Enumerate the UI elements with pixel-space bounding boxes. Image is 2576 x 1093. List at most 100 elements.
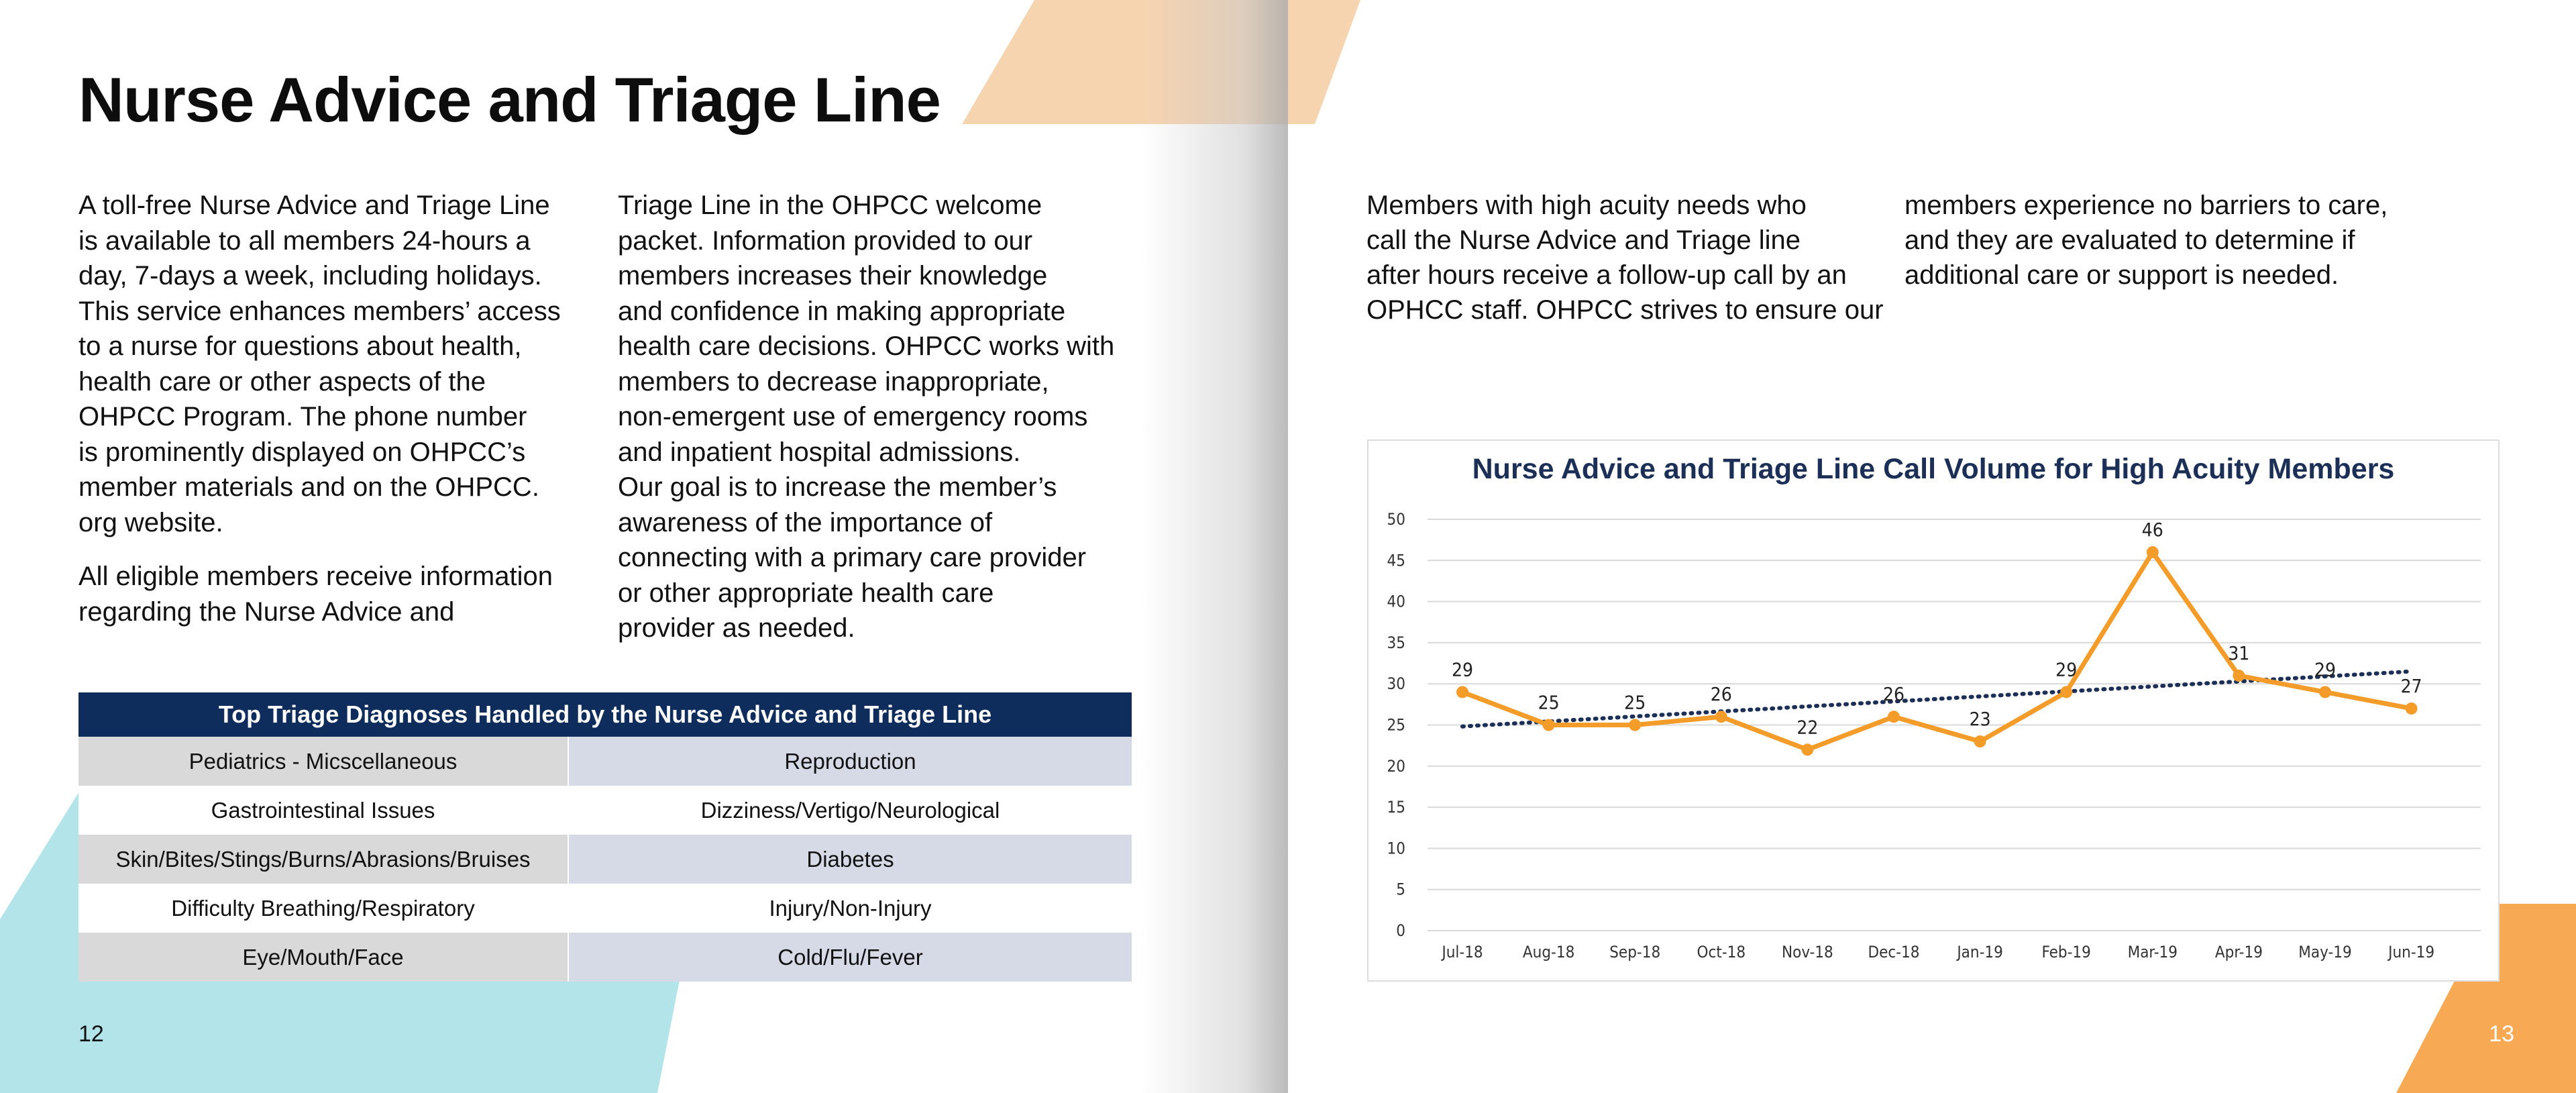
table-row: Difficulty Breathing/Respiratory Injury/N… xyxy=(78,884,1132,933)
data-point xyxy=(2060,686,2073,698)
data-label: 29 xyxy=(2055,658,2077,680)
column-2-line: packet. Information provided to our xyxy=(618,225,1033,256)
x-tick-label: Feb-19 xyxy=(2042,943,2091,961)
orange-parallelogram xyxy=(2396,904,2576,1093)
right-body-column-1: Members with high acuity needs who call t… xyxy=(1366,188,1896,327)
table-cell: Gastrointestinal Issues xyxy=(78,786,569,835)
right-column-2-line: members experience no barriers to care, xyxy=(1904,191,2388,220)
y-tick-label: 45 xyxy=(1387,551,1405,570)
paragraph-1-line: org website. xyxy=(78,507,223,537)
data-label: 26 xyxy=(1711,683,1732,705)
table-cell: Dizziness/Vertigo/Neurological xyxy=(568,786,1132,835)
table-row: Pediatrics - Micscellaneous Reproduction xyxy=(78,737,1132,786)
table-cell: Injury/Non-Injury xyxy=(568,884,1132,933)
triage-diagnoses-table: Top Triage Diagnoses Handled by the Nurs… xyxy=(78,692,1132,982)
paragraph-1-line: OHPCC Program. The phone number xyxy=(78,402,527,431)
y-tick-label: 10 xyxy=(1387,839,1405,857)
call-volume-chart: Nurse Advice and Triage Line Call Volume… xyxy=(1367,439,2500,982)
column-2-line: and inpatient hospital admissions. xyxy=(618,437,1021,467)
paragraph-2: All eligible members receive information… xyxy=(78,559,595,629)
chart-title: Nurse Advice and Triage Line Call Volume… xyxy=(1472,453,2395,485)
data-point xyxy=(1542,719,1555,731)
data-point xyxy=(2319,686,2331,698)
x-tick-label: Nov-18 xyxy=(1782,943,1833,961)
data-label: 26 xyxy=(1883,683,1904,705)
paragraph-1-line: This service enhances members’ access xyxy=(78,296,561,326)
y-tick-label: 35 xyxy=(1387,633,1405,652)
table-row: Eye/Mouth/Face Cold/Flu/Fever xyxy=(78,933,1132,982)
y-tick-label: 5 xyxy=(1396,880,1405,899)
table-cell: Pediatrics - Micscellaneous xyxy=(78,737,569,786)
paragraph-2-line: regarding the Nurse Advice and xyxy=(78,596,455,627)
decorative-orange-shape xyxy=(2396,904,2576,1093)
right-column-1-line: OPHCC staff. OHPCC strives to ensure our xyxy=(1366,295,1884,325)
y-tick-label: 40 xyxy=(1387,592,1405,611)
x-tick-label: Mar-19 xyxy=(2128,943,2178,961)
right-column-2-line: and they are evaluated to determine if xyxy=(1904,225,2355,255)
right-column-1-line: call the Nurse Advice and Triage line xyxy=(1366,225,1801,255)
right-column-1-line: Members with high acuity needs who xyxy=(1366,191,1807,220)
table-cell: Difficulty Breathing/Respiratory xyxy=(78,884,569,933)
paragraph-1-line: member materials and on the OHPCC. xyxy=(78,472,539,502)
data-label: 46 xyxy=(2142,519,2163,541)
table-cell: Eye/Mouth/Face xyxy=(78,933,569,982)
data-point xyxy=(2405,702,2418,715)
data-label: 25 xyxy=(1538,692,1560,714)
page-number: 13 xyxy=(2489,1021,2514,1047)
x-tick-label: Oct-18 xyxy=(1697,943,1746,961)
right-page: Members with high acuity needs who call t… xyxy=(1288,0,2576,1093)
data-point xyxy=(1456,686,1468,698)
decorative-peach-shape xyxy=(1288,0,1360,124)
x-tick-label: Jan-19 xyxy=(1955,943,2003,961)
x-tick-label: Jun-19 xyxy=(2387,943,2434,961)
column-2-line: connecting with a primary care provider xyxy=(618,543,1087,572)
paragraph-1-line: to a nurse for questions about health, xyxy=(78,331,522,361)
table-row: Gastrointestinal Issues Dizziness/Vertigo… xyxy=(78,786,1132,835)
paragraph-2-line: All eligible members receive information xyxy=(78,562,553,591)
x-tick-label: May-19 xyxy=(2298,943,2351,961)
y-tick-label: 50 xyxy=(1387,510,1405,529)
chart-plot: 0 5 10 15 20 25 30 35 40 45 50 Jul-18 Aug-18 Sep-18 Oc… xyxy=(1387,510,2481,961)
column-2-line: awareness of the importance of xyxy=(618,507,993,537)
page-gutter-shadow xyxy=(1140,0,1288,1093)
y-tick-label: 25 xyxy=(1387,716,1405,735)
page-title: Nurse Advice and Triage Line xyxy=(78,64,941,135)
table-cell: Cold/Flu/Fever xyxy=(568,933,1132,982)
data-label: 23 xyxy=(1970,708,1991,730)
data-point xyxy=(1974,735,1986,748)
left-page: Nurse Advice and Triage Line A toll-free… xyxy=(0,0,1288,1093)
data-point xyxy=(2233,669,2245,682)
data-label: 29 xyxy=(1452,658,1473,680)
x-tick-label: Jul-18 xyxy=(1440,943,1483,961)
page-number: 12 xyxy=(78,1021,104,1047)
column-2-line: health care decisions. OHPCC works with xyxy=(618,331,1115,361)
data-point xyxy=(2146,546,2159,559)
paragraph-1-line: day, 7-days a week, including holidays. xyxy=(78,261,542,291)
body-column-1: A toll-free Nurse Advice and Triage Line… xyxy=(78,188,595,629)
paragraph-1-line: is prominently displayed on OHPCC’s xyxy=(78,437,526,467)
data-point xyxy=(1888,711,1900,723)
table-cell: Reproduction xyxy=(568,737,1132,786)
table-row: Skin/Bites/Stings/Burns/Abrasions/Bruise… xyxy=(78,835,1132,884)
table-cell: Skin/Bites/Stings/Burns/Abrasions/Bruise… xyxy=(78,835,569,884)
y-tick-label: 15 xyxy=(1387,798,1405,817)
y-tick-label: 0 xyxy=(1396,921,1405,940)
paragraph-1-line: A toll-free Nurse Advice and Triage Line xyxy=(78,191,550,220)
paragraph-1-line: is available to all members 24-hours a xyxy=(78,225,531,256)
right-body-column-2: members experience no barriers to care, a… xyxy=(1904,188,2434,293)
data-point xyxy=(1801,743,1814,756)
data-label: 22 xyxy=(1796,716,1818,738)
column-2-line: Our goal is to increase the member’s xyxy=(618,472,1057,502)
table-cell: Diabetes xyxy=(568,835,1132,884)
right-column-2-line: additional care or support is needed. xyxy=(1904,260,2339,290)
body-column-2: Triage Line in the OHPCC welcome packet. … xyxy=(618,188,1141,646)
x-tick-label: Dec-18 xyxy=(1868,943,1919,961)
data-label: 25 xyxy=(1624,692,1646,714)
series-line xyxy=(1461,550,2412,752)
column-2-line: members increases their knowledge xyxy=(618,261,1048,291)
column-2-line: or other appropriate health care xyxy=(618,578,994,608)
x-tick-label: Apr-19 xyxy=(2215,943,2263,961)
column-2-line: non-emergent use of emergency rooms xyxy=(618,402,1088,431)
x-tick-label: Sep-18 xyxy=(1609,943,1660,961)
y-tick-label: 30 xyxy=(1387,674,1405,693)
